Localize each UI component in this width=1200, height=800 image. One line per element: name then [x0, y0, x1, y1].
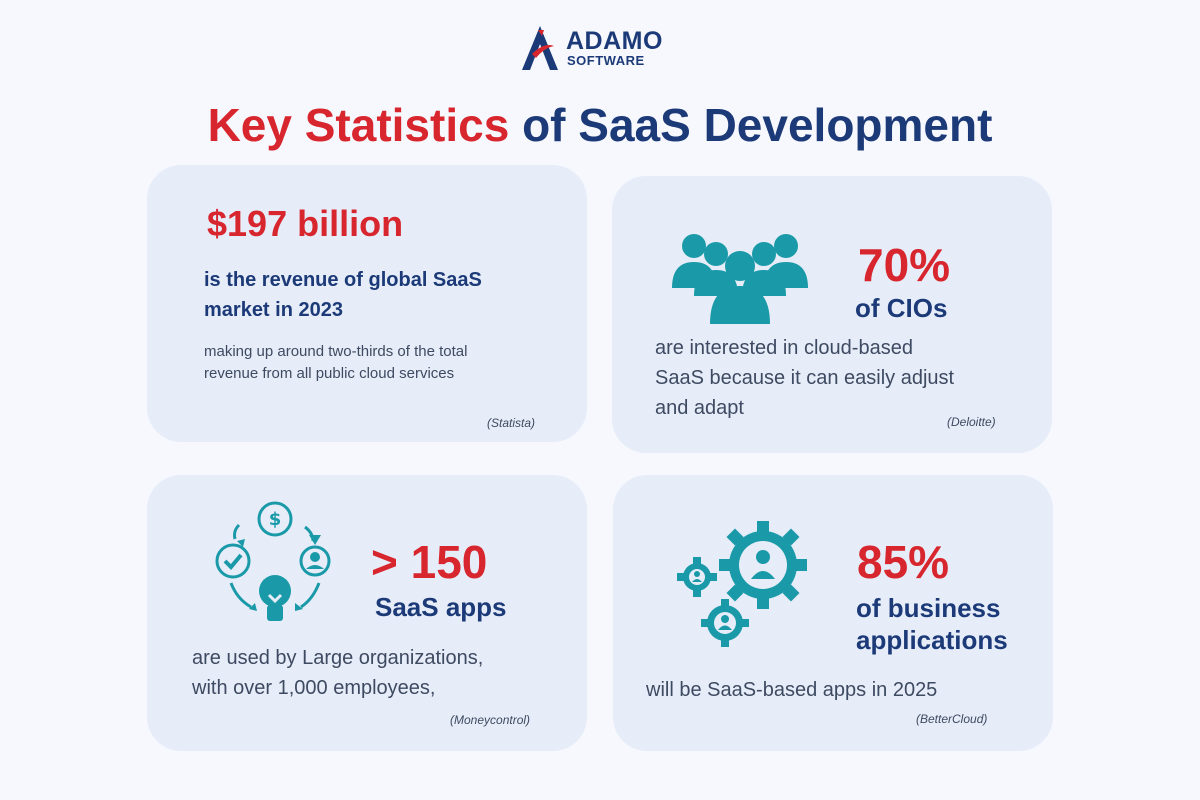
stat-value: $197 billion	[207, 203, 404, 244]
stat-subtitle-line: of business	[856, 593, 1001, 623]
source-citation: (Statista)	[487, 416, 536, 430]
stat-description-line: are used by Large organizations,	[192, 647, 484, 669]
stat-subtitle-line: SaaS apps	[375, 592, 507, 622]
stat-subtitle-line: is the revenue of global SaaS	[204, 269, 482, 291]
stat-value: 85%	[857, 536, 950, 588]
adamo-logo-mark-icon	[522, 26, 558, 70]
title-rest: of SaaS Development	[522, 99, 993, 151]
stat-value: 70%	[858, 239, 951, 291]
stat-description-line: making up around two-thirds of the total	[204, 343, 468, 360]
stat-value: > 150	[371, 536, 488, 588]
stat-subtitle-line: applications	[856, 625, 1008, 655]
business-cycle-icon: $	[215, 501, 331, 621]
source-citation: (Deloitte)	[947, 415, 996, 429]
stat-description-line: SaaS because it can easily adjust	[655, 367, 955, 389]
stat-card-cios: 70% of CIOs are interested in cloud-base…	[612, 176, 1052, 453]
source-citation: (Moneycontrol)	[450, 713, 531, 727]
source-citation: (BetterCloud)	[916, 712, 988, 726]
page-title: Key Statistics of SaaS Development	[0, 98, 1200, 152]
brand-subname: SOFTWARE	[567, 53, 645, 68]
stat-subtitle-line: of CIOs	[855, 293, 948, 323]
stat-description-line: are interested in cloud-based	[655, 337, 913, 359]
stat-description-line: will be SaaS-based apps in 2025	[646, 679, 938, 701]
stat-card-apps: $ > 150 SaaS apps are used by Large orga…	[147, 475, 587, 751]
stat-card-revenue: $197 billion is the revenue of global Sa…	[147, 165, 587, 442]
stat-description-line: revenue from all public cloud services	[204, 365, 455, 382]
adamo-logo: ADAMO SOFTWARE	[518, 24, 688, 74]
svg-text:$: $	[269, 509, 282, 530]
stat-description-line: and adapt	[655, 397, 744, 419]
gears-people-icon	[677, 521, 807, 647]
title-highlight: Key Statistics	[207, 99, 510, 151]
stat-subtitle-line: market in 2023	[204, 299, 343, 321]
stat-description-line: with over 1,000 employees,	[192, 677, 436, 699]
group-people-icon	[672, 234, 808, 324]
stat-card-business-apps: 85% of business applications will be Saa…	[613, 475, 1053, 751]
brand-name: ADAMO	[566, 27, 663, 55]
